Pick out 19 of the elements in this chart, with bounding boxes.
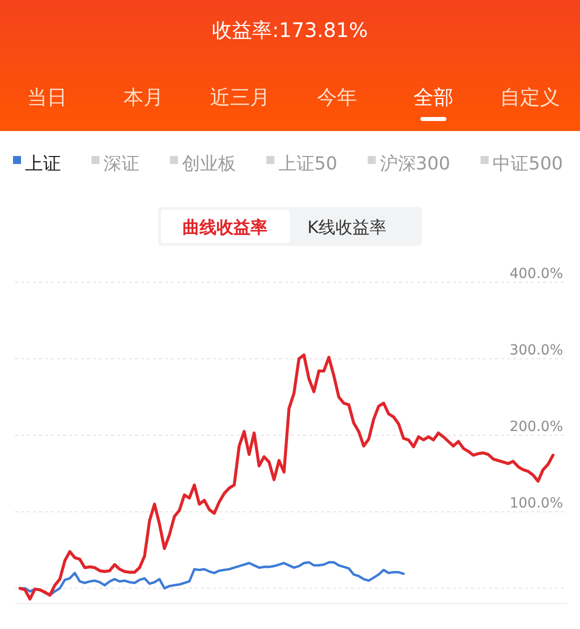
text: 自定义 [500, 85, 560, 109]
y-tick-label: 400.0% [510, 266, 563, 282]
text: K线收益率 [307, 218, 387, 238]
text: 全部 [413, 85, 454, 109]
chart-title: 收益率:173.81% [212, 18, 368, 42]
legend-label: 上证50 [278, 153, 338, 174]
y-tick-label: 100.0% [510, 495, 563, 512]
legend-label: 深证 [103, 153, 140, 174]
legend-label: 中证500 [492, 153, 563, 174]
y-tick-label: 300.0% [510, 342, 563, 358]
legend-label: 创业板 [182, 153, 236, 174]
text: 曲线收益率 [182, 218, 268, 238]
text: 当日 [27, 85, 67, 109]
legend-label: 上证 [25, 153, 61, 174]
text: 本月 [124, 85, 164, 109]
text: 近三月 [210, 85, 270, 109]
text: 今年 [316, 85, 357, 109]
y-tick-label: 200.0% [510, 418, 563, 435]
legend-label: 沪深300 [380, 153, 450, 174]
